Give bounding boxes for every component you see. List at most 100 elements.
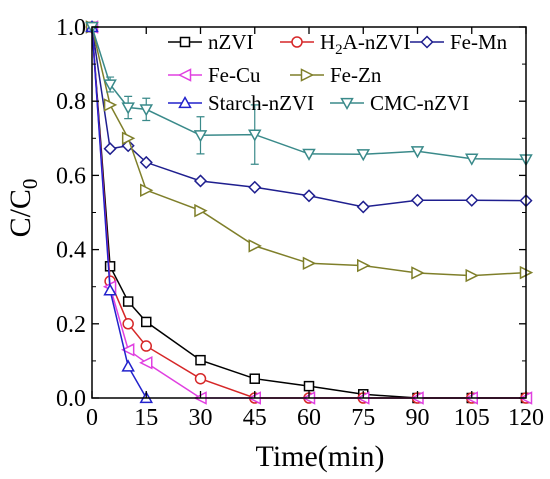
y-tick-label: 0.2 (56, 312, 86, 338)
data-point (120, 343, 135, 357)
data-point (465, 268, 479, 283)
data-point (103, 142, 117, 156)
x-tick-label: 90 (406, 405, 430, 431)
data-point (104, 261, 116, 272)
data-point (140, 340, 152, 352)
legend-marker (291, 36, 303, 48)
data-point (122, 318, 134, 330)
x-tick-label: 15 (134, 405, 158, 431)
legend-label: Fe-Cu (208, 63, 261, 87)
legend-label: H2A-nZVI (320, 30, 410, 58)
y-tick-label: 0.6 (56, 163, 86, 189)
data-point (411, 266, 425, 280)
legend-label-main: Fe-Cu (208, 63, 261, 87)
y-tick-label: 1.0 (56, 15, 86, 41)
legend-marker (177, 68, 192, 82)
data-point (103, 79, 117, 92)
data-point (248, 180, 262, 194)
data-point (121, 359, 135, 372)
legend: nZVI H2A-nZVI Fe-Mn Fe-Cu Fe-Zn Starch-nZVI CM… (168, 30, 508, 115)
legend-marker (179, 36, 191, 48)
data-point (140, 183, 154, 197)
data-point (464, 153, 479, 166)
legend-label-main: Fe-Zn (330, 63, 382, 87)
series-line-nzvi (91, 26, 526, 399)
data-point (141, 316, 152, 328)
data-point (247, 129, 262, 142)
y-tick-label: 0.8 (56, 89, 86, 115)
data-point (195, 354, 206, 366)
data-point (248, 239, 262, 253)
plot-frame (91, 26, 527, 399)
data-point (356, 149, 371, 162)
legend-item: nZVI (168, 30, 254, 54)
data-point (121, 131, 136, 146)
y-tick-label: 0.4 (56, 238, 86, 264)
data-point (121, 102, 135, 115)
legend-label-main: Starch-nZVI (208, 91, 314, 115)
data-point (302, 189, 316, 203)
legend-item: CMC-nZVI (330, 91, 469, 115)
data-point (356, 200, 370, 214)
legend-label: nZVI (208, 30, 254, 54)
data-point (194, 372, 207, 385)
legend-marker (178, 95, 192, 109)
series-layer (84, 19, 534, 405)
legend-label: Starch-nZVI (208, 91, 314, 115)
legend-label-subscript: 2 (335, 42, 343, 58)
legend-marker (300, 68, 315, 82)
x-tick-label: 45 (243, 405, 267, 431)
series-h2a-nzvi (86, 21, 532, 404)
x-tick-label: 105 (454, 405, 490, 431)
x-tick-label: 60 (297, 405, 321, 431)
y-axis-title-subscript: 0 (18, 179, 42, 190)
x-tick-label: 75 (351, 405, 375, 431)
series-cmc-nzvi (85, 21, 533, 167)
data-point (410, 146, 425, 159)
legend-marker (340, 97, 354, 111)
data-point (103, 98, 118, 112)
data-point (121, 139, 135, 153)
data-point (357, 258, 371, 273)
legend-label: CMC-nZVI (370, 91, 469, 115)
legend-label-main: H (320, 30, 335, 54)
legend-label-rest: A-nZVI (343, 30, 411, 54)
data-point (122, 296, 134, 307)
data-point (194, 203, 208, 218)
data-point (302, 256, 317, 271)
series-fe-cu (84, 20, 533, 405)
data-point (139, 155, 153, 169)
series-line-fe-cu (91, 26, 526, 399)
series-line-starch-nzvi (91, 26, 147, 399)
legend-label: Fe-Zn (330, 63, 382, 87)
series-line-h2a-nzvi (91, 26, 526, 399)
y-axis-title: C/C0 (4, 179, 42, 238)
legend-item: Fe-Cu (168, 63, 261, 87)
x-tick-label: 0 (86, 405, 98, 431)
legend-label: Fe-Mn (450, 30, 508, 54)
data-point (139, 356, 153, 370)
data-point (410, 193, 425, 207)
data-point (193, 174, 208, 188)
legend-label-main: CMC-nZVI (370, 91, 469, 115)
series-nzvi (86, 21, 532, 404)
legend-marker (420, 35, 434, 49)
axes-layer: 0 15 30 45 60 75 90 105 120 0.0 0.2 0.4 0.6 0.8 1.0 (56, 15, 544, 431)
data-point (302, 148, 316, 161)
legend-item: Starch-nZVI (168, 91, 314, 115)
legend-item: Fe-Mn (410, 30, 508, 54)
x-axis-title: Time(min) (256, 440, 385, 473)
y-axis-title-main: C/C (4, 189, 37, 237)
x-tick-label: 30 (189, 405, 213, 431)
y-tick-label: 0.0 (56, 386, 86, 412)
data-point (465, 193, 479, 207)
legend-item: Fe-Zn (290, 63, 382, 87)
data-point (139, 104, 154, 117)
x-tick-label: 120 (508, 405, 544, 431)
data-point (193, 130, 208, 143)
series-fe-mn (85, 20, 533, 214)
legend-label-main: Fe-Mn (450, 30, 508, 54)
legend-label-main: nZVI (208, 30, 254, 54)
data-point (249, 373, 260, 384)
